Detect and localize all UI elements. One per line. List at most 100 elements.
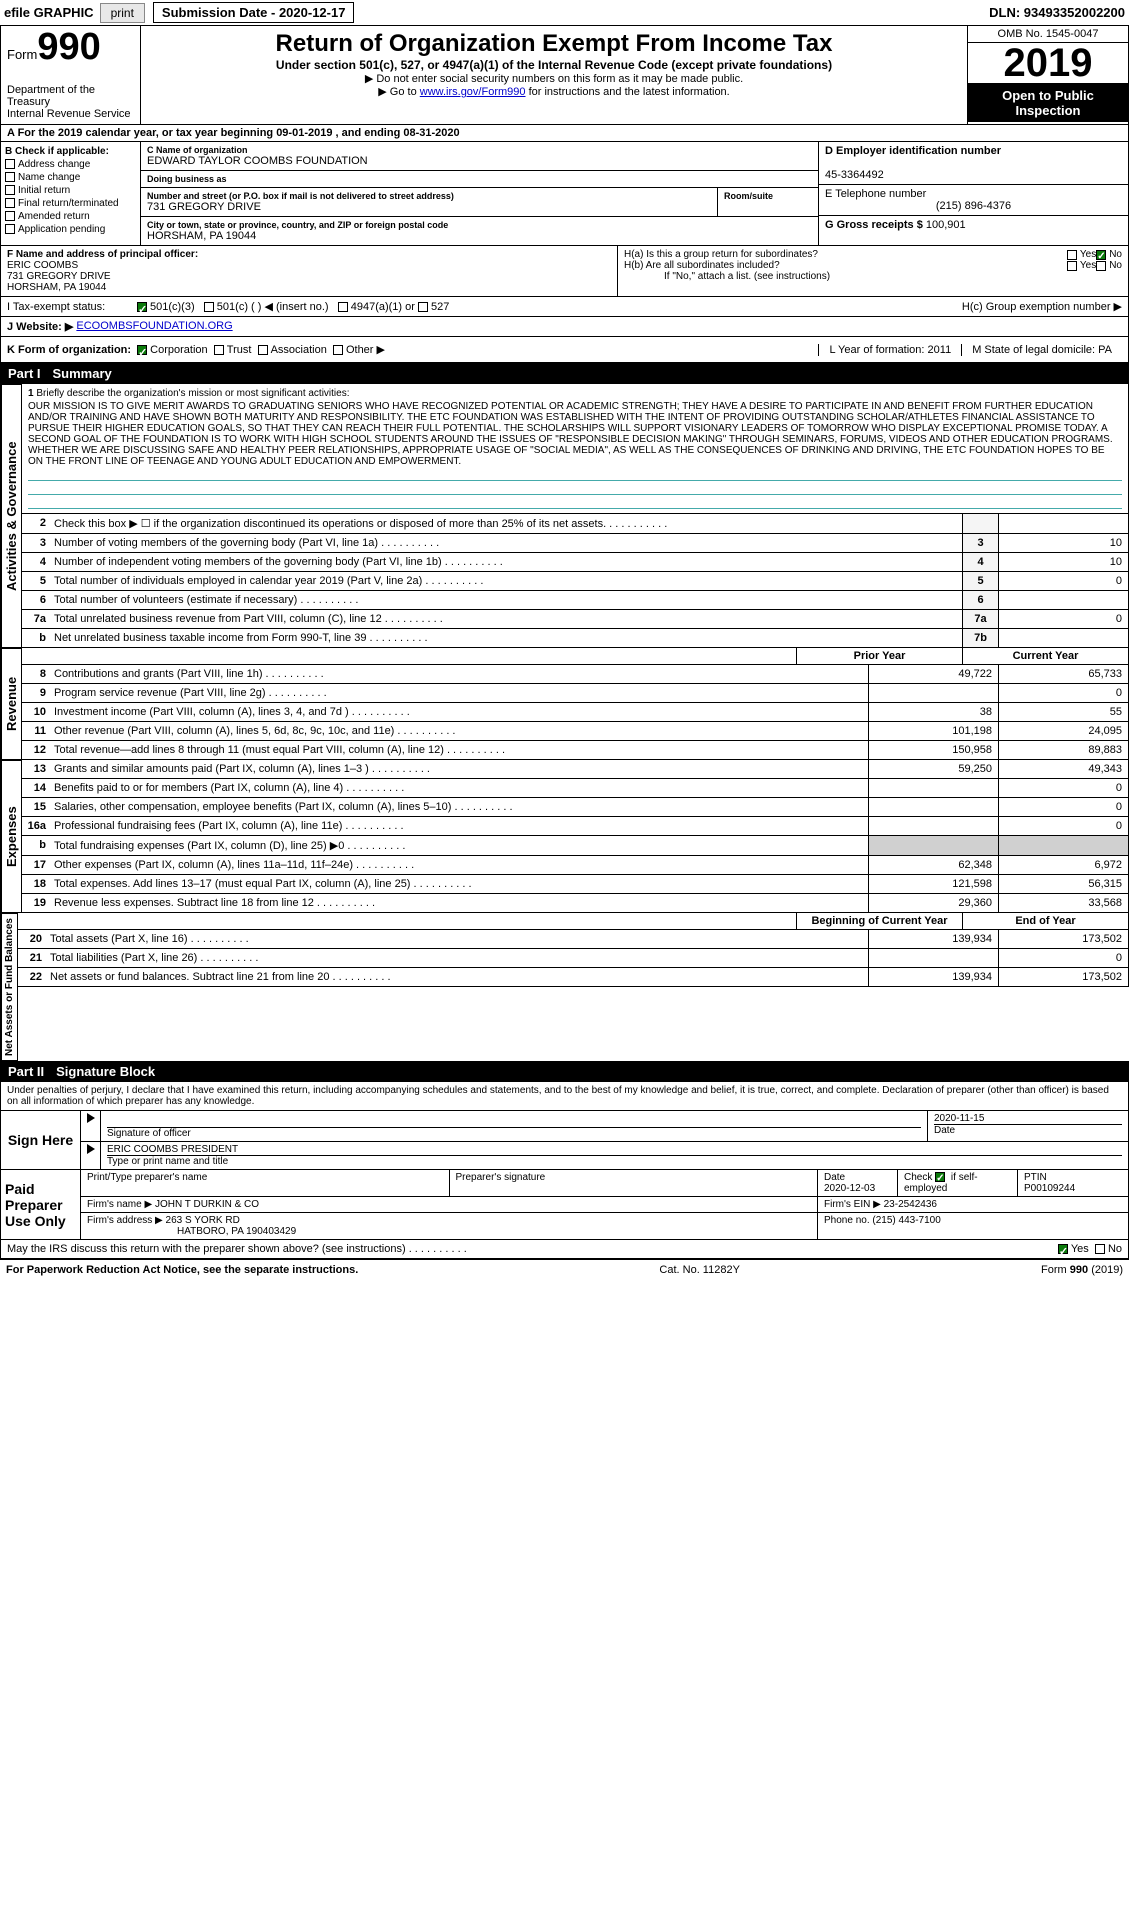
form-subtitle: Under section 501(c), 527, or 4947(a)(1)… [145, 58, 963, 72]
sign-here-label: Sign Here [1, 1111, 81, 1169]
box-b-option: Name change [5, 172, 136, 183]
line-value: 0 [998, 572, 1128, 590]
527-checkbox[interactable] [418, 302, 428, 312]
opt-527: 527 [431, 301, 449, 313]
footer-right: Form 990 (2019) [1041, 1264, 1123, 1276]
4947-checkbox[interactable] [338, 302, 348, 312]
ha-yes-checkbox[interactable] [1067, 250, 1077, 260]
hb-yes-checkbox[interactable] [1067, 261, 1077, 271]
other-checkbox[interactable] [333, 345, 343, 355]
hb-no-checkbox[interactable] [1096, 261, 1106, 271]
paid-preparer-label: Paid Preparer Use Only [1, 1170, 81, 1239]
501c3-checkbox[interactable]: ✓ [137, 302, 147, 312]
prep-date-hdr: Date [824, 1172, 845, 1183]
page-footer: For Paperwork Reduction Act Notice, see … [0, 1259, 1129, 1280]
line-prior [868, 798, 998, 816]
room-label: Room/suite [724, 191, 812, 201]
discuss-yes-checkbox[interactable]: ✓ [1058, 1244, 1068, 1254]
line-value [998, 514, 1128, 533]
line-prior: 139,934 [868, 930, 998, 948]
box-b-checkbox-4[interactable] [5, 211, 15, 221]
line-num: 21 [18, 949, 46, 967]
firm-ein: 23-2542436 [884, 1199, 937, 1210]
opt-501c: 501(c) ( ) ◀ (insert no.) [217, 300, 329, 313]
form-number: Form990 [7, 30, 134, 64]
box-b-option: Amended return [5, 211, 136, 222]
line-row: 13 Grants and similar amounts paid (Part… [22, 760, 1129, 779]
self-employed-checkbox[interactable]: ✓ [935, 1172, 945, 1182]
trust-checkbox[interactable] [214, 345, 224, 355]
line-box-num: 6 [962, 591, 998, 609]
dept-treasury: Department of the Treasury Internal Reve… [7, 84, 134, 120]
line-text: Benefits paid to or for members (Part IX… [50, 779, 868, 797]
corp-checkbox[interactable]: ✓ [137, 345, 147, 355]
line-current: 65,733 [998, 665, 1128, 683]
box-f: F Name and address of principal officer:… [1, 246, 618, 296]
form-note1: ▶ Do not enter social security numbers o… [145, 72, 963, 85]
dba-cell: Doing business as [141, 171, 818, 188]
year-formation: L Year of formation: 2011 [818, 344, 961, 356]
prior-year-hdr: Prior Year [796, 648, 962, 664]
yes-label-2: Yes [1080, 260, 1096, 271]
form-note2: ▶ Go to www.irs.gov/Form990 for instruct… [145, 85, 963, 98]
irs-link[interactable]: www.irs.gov/Form990 [420, 86, 526, 98]
org-name: EDWARD TAYLOR COOMBS FOUNDATION [147, 155, 812, 167]
line-prior: 59,250 [868, 760, 998, 778]
line-value: 0 [998, 610, 1128, 628]
paid-preparer-block: Paid Preparer Use Only Print/Type prepar… [0, 1170, 1129, 1240]
line-current: 33,568 [998, 894, 1128, 912]
line-text: Total expenses. Add lines 13–17 (must eq… [50, 875, 868, 893]
website-label: J Website: ▶ [7, 320, 73, 333]
mission-label: Briefly describe the organization's miss… [36, 388, 349, 399]
line-current: 24,095 [998, 722, 1128, 740]
box-b-checkbox-3[interactable] [5, 198, 15, 208]
prep-date: 2020-12-03 [824, 1183, 875, 1194]
mission-body: OUR MISSION IS TO GIVE MERIT AWARDS TO G… [28, 401, 1122, 467]
line-row: b Net unrelated business taxable income … [22, 629, 1129, 648]
tax-period: A For the 2019 calendar year, or tax yea… [0, 125, 1129, 142]
firm-phone: (215) 443-7100 [872, 1215, 940, 1226]
ptin-value: P00109244 [1024, 1183, 1075, 1194]
line-row: 10 Investment income (Part VIII, column … [22, 703, 1129, 722]
org-name-cell: C Name of organization EDWARD TAYLOR COO… [141, 142, 818, 171]
no-label-2: No [1109, 260, 1122, 271]
line-text: Revenue less expenses. Subtract line 18 … [50, 894, 868, 912]
line-row: 8 Contributions and grants (Part VIII, l… [22, 665, 1129, 684]
line-row: 7a Total unrelated business revenue from… [22, 610, 1129, 629]
line-text: Other revenue (Part VIII, column (A), li… [50, 722, 868, 740]
h-note: If "No," attach a list. (see instruction… [624, 271, 1122, 282]
discuss-no-checkbox[interactable] [1095, 1244, 1105, 1254]
line-current: 0 [998, 949, 1128, 967]
discuss-question: May the IRS discuss this return with the… [7, 1243, 467, 1255]
box-b-checkbox-1[interactable] [5, 172, 15, 182]
501c-checkbox[interactable] [204, 302, 214, 312]
box-b-checkbox-5[interactable] [5, 224, 15, 234]
box-b-checkbox-0[interactable] [5, 159, 15, 169]
line-current: 89,883 [998, 741, 1128, 759]
line-text: Total revenue—add lines 8 through 11 (mu… [50, 741, 868, 759]
sig-date: 2020-11-15 [934, 1113, 1122, 1124]
line-prior [868, 817, 998, 835]
blank-line-2 [28, 485, 1122, 495]
line-text: Total assets (Part X, line 16) [46, 930, 868, 948]
box-b-checkbox-2[interactable] [5, 185, 15, 195]
print-button[interactable]: print [100, 3, 145, 23]
tab-expenses: Expenses [1, 760, 22, 913]
website-link[interactable]: ECOOMBSFOUNDATION.ORG [76, 320, 232, 333]
current-year-hdr: Current Year [962, 648, 1128, 664]
line-row: 6 Total number of volunteers (estimate i… [22, 591, 1129, 610]
footer-mid: Cat. No. 11282Y [358, 1264, 1041, 1276]
ein-label: D Employer identification number [825, 145, 1001, 157]
line-current: 55 [998, 703, 1128, 721]
line-num: 18 [22, 875, 50, 893]
line-current: 0 [998, 798, 1128, 816]
box-b-option: Final return/terminated [5, 198, 136, 209]
line-num: 4 [22, 553, 50, 571]
line-num: 20 [18, 930, 46, 948]
mission-num: 1 [28, 388, 34, 399]
assoc-checkbox[interactable] [258, 345, 268, 355]
form-header: Form990 Department of the Treasury Inter… [0, 26, 1129, 125]
ha-no-checkbox[interactable]: ✓ [1096, 250, 1106, 260]
line-current: 173,502 [998, 968, 1128, 986]
line-box-num: 7b [962, 629, 998, 647]
